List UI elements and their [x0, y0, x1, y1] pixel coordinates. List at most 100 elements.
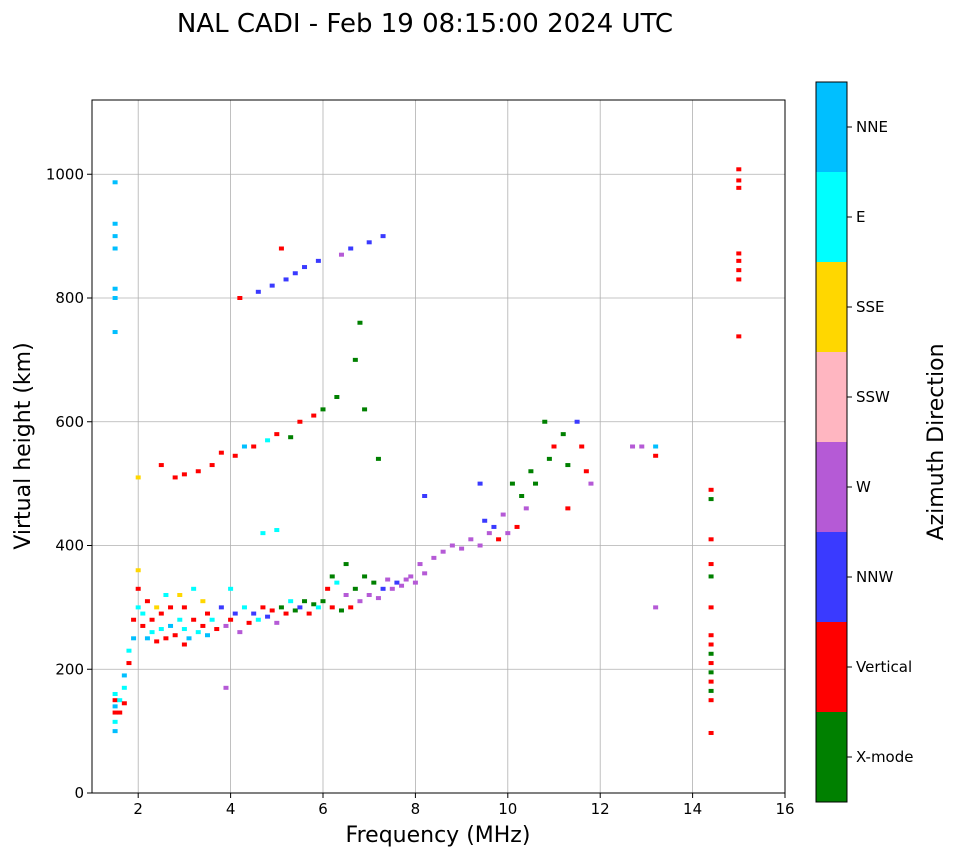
data-point-nnw	[251, 611, 257, 616]
data-point-vertical	[121, 701, 127, 706]
data-point-w	[449, 543, 455, 548]
colorbar-segment	[816, 82, 847, 172]
data-point-nnw	[283, 277, 289, 282]
data-point-nne	[144, 636, 150, 641]
data-point-vertical	[653, 453, 659, 458]
data-point-w	[412, 580, 418, 585]
data-point-e	[288, 599, 294, 604]
data-point-vertical	[514, 524, 520, 529]
data-point-vertical	[131, 617, 137, 622]
data-point-x-mode	[708, 574, 714, 579]
data-point-e	[315, 605, 321, 610]
data-point-e	[181, 627, 187, 632]
data-point-w	[417, 562, 423, 567]
data-point-nne	[112, 330, 118, 335]
data-point-vertical	[158, 611, 164, 616]
data-point-vertical	[181, 605, 187, 610]
data-point-e	[163, 593, 169, 597]
data-point-w	[403, 577, 409, 582]
y-tick-label: 400	[55, 537, 84, 555]
data-point-vertical	[283, 611, 289, 616]
data-point-vertical	[297, 419, 303, 424]
data-point-w	[468, 537, 474, 542]
data-point-vertical	[140, 623, 146, 628]
data-point-vertical	[736, 277, 742, 282]
data-point-vertical	[736, 334, 742, 339]
colorbar-tick-label: SSE	[856, 298, 885, 316]
colorbar-segment	[816, 532, 847, 622]
data-point-nnw	[366, 240, 372, 245]
x-tick-label: 8	[411, 800, 421, 818]
data-point-vertical	[214, 627, 220, 632]
data-point-nne	[112, 296, 118, 300]
data-point-vertical	[496, 537, 502, 542]
data-point-vertical	[708, 661, 714, 666]
data-point-vertical	[246, 620, 252, 625]
data-point-nnw	[255, 289, 261, 294]
data-point-e	[274, 528, 280, 533]
data-point-w	[440, 549, 446, 554]
data-point-nnw	[394, 580, 400, 585]
data-point-w	[385, 577, 391, 582]
data-point-nne	[653, 444, 659, 449]
data-point-nne	[168, 623, 174, 628]
colorbar-segment	[816, 172, 847, 262]
data-point-vertical	[708, 562, 714, 567]
data-point-vertical	[251, 444, 257, 449]
data-point-vertical	[154, 639, 160, 644]
colorbar-segment	[816, 712, 847, 802]
data-point-e	[177, 617, 183, 622]
data-point-vertical	[172, 475, 178, 480]
data-point-x-mode	[311, 602, 317, 607]
data-point-nnw	[422, 494, 428, 498]
data-point-w	[375, 596, 381, 601]
data-point-x-mode	[542, 419, 548, 424]
colorbar-segment	[816, 352, 847, 442]
data-point-w	[223, 685, 229, 690]
data-point-nne	[205, 633, 210, 638]
data-point-w	[338, 252, 344, 257]
data-point-w	[505, 531, 511, 536]
data-point-e	[255, 617, 261, 622]
data-point-x-mode	[546, 456, 552, 461]
data-point-vertical	[325, 586, 331, 591]
data-point-x-mode	[708, 497, 714, 502]
data-point-x-mode	[352, 357, 358, 362]
data-point-e	[241, 605, 247, 610]
data-point-e	[265, 438, 271, 443]
data-point-e	[112, 692, 118, 696]
data-point-sse	[135, 475, 141, 480]
data-point-w	[523, 506, 529, 511]
data-point-nne	[186, 636, 192, 641]
data-point-w	[630, 444, 636, 449]
data-point-vertical	[126, 661, 132, 666]
data-point-w	[237, 630, 243, 635]
data-point-nnw	[380, 586, 386, 591]
data-point-w	[399, 583, 405, 588]
data-point-nnw	[265, 614, 271, 619]
data-point-vertical	[269, 608, 275, 613]
y-tick-label: 200	[55, 660, 84, 678]
data-point-nne	[112, 221, 118, 226]
data-point-e	[135, 605, 141, 610]
data-point-vertical	[232, 453, 238, 458]
data-point-vertical	[274, 432, 280, 437]
data-point-w	[357, 599, 363, 604]
data-point-x-mode	[565, 463, 571, 468]
data-point-w	[500, 512, 506, 517]
data-point-vertical	[736, 185, 742, 190]
data-point-vertical	[736, 251, 742, 256]
data-point-nne	[112, 704, 118, 709]
data-point-vertical	[736, 258, 742, 263]
data-point-e	[228, 586, 234, 591]
data-point-nnw	[218, 605, 224, 610]
data-point-vertical	[708, 605, 714, 610]
data-point-e	[126, 648, 132, 653]
data-point-x-mode	[708, 651, 714, 656]
data-point-vertical	[209, 463, 215, 468]
data-point-nne	[131, 636, 137, 641]
y-tick-label: 600	[55, 413, 84, 431]
data-point-vertical	[168, 605, 174, 610]
data-point-nnw	[477, 481, 483, 486]
